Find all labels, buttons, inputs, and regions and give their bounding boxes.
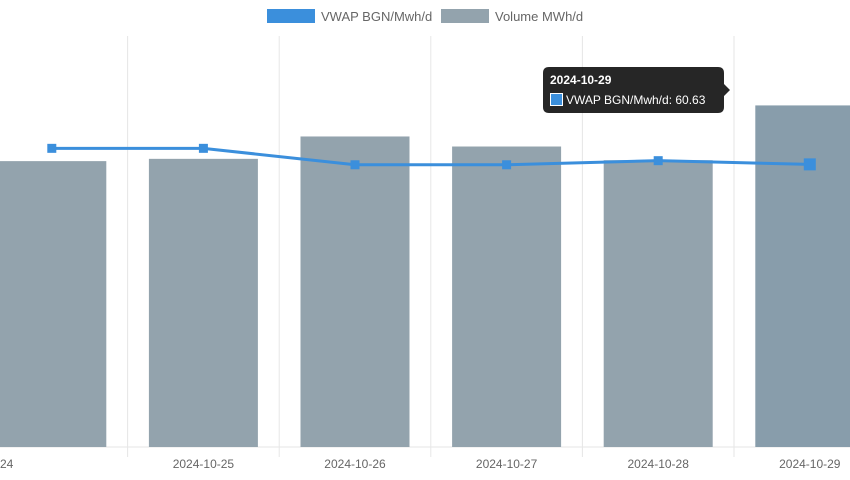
volume-bar[interactable] <box>755 105 850 447</box>
volume-bar[interactable] <box>603 160 713 448</box>
volume-bar[interactable] <box>300 136 410 447</box>
legend-swatch-vwap <box>267 9 315 23</box>
vwap-line <box>47 143 816 171</box>
x-tick-label: 2024-10-28 <box>628 457 690 471</box>
tooltip-label: VWAP BGN/Mwh/d: 60.63 <box>566 93 706 107</box>
legend-label-vwap: VWAP BGN/Mwh/d <box>321 9 432 24</box>
vwap-point[interactable] <box>350 160 360 170</box>
vwap-point[interactable] <box>653 156 663 166</box>
tooltip-title: 2024-10-29 <box>550 73 612 87</box>
vwap-point[interactable] <box>502 160 512 170</box>
x-tick-label: 2024-10-29 <box>779 457 841 471</box>
volume-bar[interactable] <box>452 146 562 447</box>
legend[interactable]: VWAP BGN/Mwh/d Volume MWh/d <box>267 9 583 24</box>
x-tick-label: 2024-10-26 <box>324 457 386 471</box>
volume-bar[interactable] <box>148 158 258 448</box>
volume-bar[interactable] <box>0 161 107 448</box>
legend-swatch-volume <box>441 9 489 23</box>
vwap-line-path <box>51 146 810 167</box>
volume-bars <box>0 105 850 448</box>
x-axis: 24 2024-10-25 2024-10-26 2024-10-27 2024-10-… <box>0 457 841 471</box>
vwap-point[interactable] <box>803 158 816 171</box>
tooltip-box <box>543 67 730 113</box>
x-tick-label: 2024-10-27 <box>476 457 538 471</box>
vwap-point[interactable] <box>198 143 208 153</box>
x-tick-label: 24 <box>0 457 14 471</box>
tooltip-swatch-fill <box>551 94 562 105</box>
legend-label-volume: Volume MWh/d <box>495 9 583 24</box>
tooltip: 2024-10-29 VWAP BGN/Mwh/d: 60.63 <box>543 67 730 113</box>
x-tick-label: 2024-10-25 <box>173 457 235 471</box>
legend-item-vwap[interactable]: VWAP BGN/Mwh/d <box>267 9 432 24</box>
legend-item-volume[interactable]: Volume MWh/d <box>441 9 583 24</box>
vwap-point[interactable] <box>47 143 57 153</box>
